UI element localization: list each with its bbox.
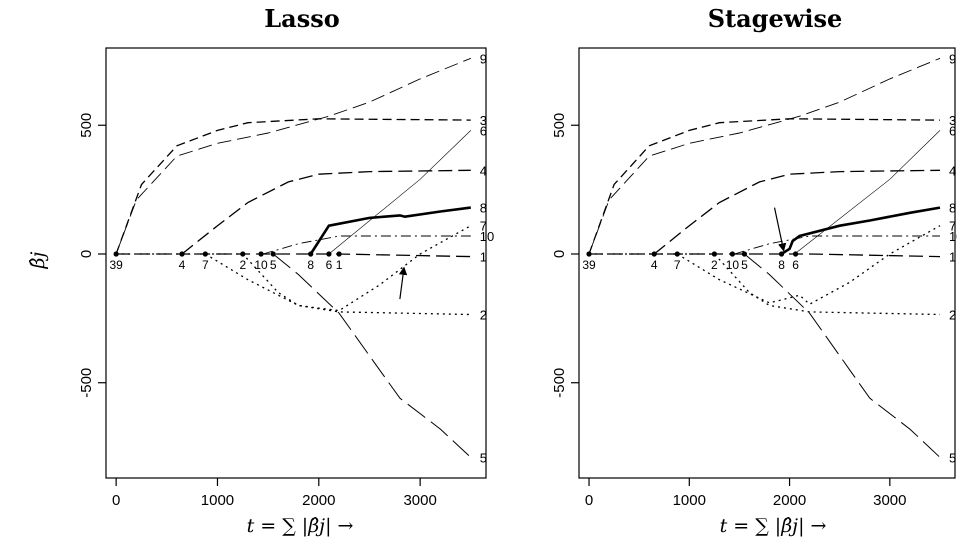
annotation-arrow <box>398 266 408 300</box>
entry-point-marker <box>741 251 748 257</box>
y-tick-label: 500 <box>78 113 95 138</box>
entry-point-marker <box>113 251 119 257</box>
entry-point-label: 10 <box>254 258 268 272</box>
x-tick-label: 2000 <box>773 492 806 509</box>
entry-point-marker <box>258 251 264 257</box>
x-tick-label: 3000 <box>403 492 436 509</box>
entry-point-label: 8 <box>778 258 785 272</box>
entry-point-label: 7 <box>674 258 681 272</box>
entry-point-marker <box>586 251 592 257</box>
y-tick-label: 0 <box>551 250 568 258</box>
series-end-label: 10 <box>480 229 494 244</box>
x-tick-label: 1000 <box>201 492 234 509</box>
series-line <box>653 169 941 255</box>
entry-point-marker <box>326 251 332 257</box>
entry-point-marker <box>778 251 785 257</box>
series-end-label: 2 <box>949 307 956 322</box>
series-end-label: 8 <box>949 201 956 216</box>
stagewise-title: Stagewise <box>708 4 843 33</box>
series-line <box>744 253 941 458</box>
series-end-label: 7 <box>480 219 487 234</box>
x-tick-label: 0 <box>112 492 120 509</box>
lasso-panel: Lasso β̂j t = ∑ |β̂j| → 0 1000 2000 3000 -50… <box>27 4 494 537</box>
series-end-label: 3 <box>480 113 487 128</box>
y-tick-label: 0 <box>78 250 95 258</box>
series-line <box>116 253 471 258</box>
x-tick-label: 1000 <box>673 492 706 509</box>
x-tick-label: 3000 <box>873 492 906 509</box>
entry-point-marker <box>336 251 342 257</box>
y-tick-label: -500 <box>78 368 95 398</box>
y-tick-label: -500 <box>551 368 568 398</box>
series-end-label: 8 <box>480 201 487 216</box>
lasso-title: Lasso <box>264 4 339 33</box>
series-line <box>262 235 471 255</box>
entry-point-marker <box>308 251 314 257</box>
series-line <box>780 206 941 256</box>
stagewise-panel: Stagewise t = ∑ |β̂j| → 0 1000 2000 3000 -50… <box>551 4 957 537</box>
series-line <box>309 206 471 255</box>
entry-point-marker <box>674 251 680 257</box>
series-end-label: 9 <box>949 51 956 66</box>
series-end-label: 7 <box>949 219 956 234</box>
series-end-label: 3 <box>949 113 956 128</box>
entry-point-label: 10 <box>726 258 740 272</box>
series-end-label: 5 <box>480 450 487 465</box>
entry-point-label: 39 <box>109 258 123 272</box>
series-line <box>272 253 472 458</box>
entry-point-marker <box>792 251 799 257</box>
series-end-label: 9 <box>480 51 487 66</box>
entry-point-label: 2 <box>711 258 718 272</box>
stagewise-x-axis-label: t = ∑ |β̂j| → <box>720 515 827 537</box>
series-end-label: 1 <box>480 250 487 265</box>
entry-point-label: 1 <box>336 258 343 272</box>
x-tick-label: 0 <box>585 492 593 509</box>
series-line <box>115 57 471 255</box>
x-tick-label: 2000 <box>302 492 335 509</box>
series-line <box>794 130 941 255</box>
series-end-label: 5 <box>949 450 956 465</box>
series-line <box>328 130 472 255</box>
entry-point-marker <box>651 251 657 257</box>
entry-point-label: 39 <box>582 258 596 272</box>
series-line <box>588 118 941 255</box>
series-line <box>115 118 471 255</box>
entry-point-label: 6 <box>792 258 799 272</box>
entry-point-label: 8 <box>307 258 314 272</box>
entry-point-label: 4 <box>651 258 658 272</box>
series-line <box>589 253 941 316</box>
entry-point-label: 6 <box>326 258 333 272</box>
series-end-label: 10 <box>949 229 957 244</box>
series-line <box>734 235 940 255</box>
entry-point-marker <box>711 251 717 257</box>
plot-frame <box>105 47 487 479</box>
entry-point-label: 7 <box>202 258 209 272</box>
y-axis-label: β̂j <box>27 251 49 269</box>
series-end-label: 6 <box>949 123 956 138</box>
series-line <box>181 169 471 255</box>
annotation-arrow <box>773 207 787 252</box>
y-tick-label: 500 <box>551 113 568 138</box>
entry-point-label: 2 <box>239 258 246 272</box>
lasso-x-axis-label: t = ∑ |β̂j| → <box>247 515 354 537</box>
entry-point-label: 5 <box>741 258 748 272</box>
series-end-label: 4 <box>949 163 956 178</box>
series-end-label: 4 <box>480 163 487 178</box>
entry-point-label: 5 <box>270 258 277 272</box>
entry-point-marker <box>729 251 736 257</box>
entry-point-marker <box>270 251 276 257</box>
series-line <box>676 225 941 305</box>
entry-point-marker <box>240 251 246 257</box>
entry-point-marker <box>202 251 208 257</box>
entry-point-label: 4 <box>179 258 186 272</box>
plot-frame <box>578 47 956 479</box>
series-end-label: 1 <box>949 250 956 265</box>
series-end-label: 6 <box>480 123 487 138</box>
series-line <box>588 57 941 255</box>
entry-point-marker <box>179 251 185 257</box>
series-line <box>116 253 471 316</box>
series-end-label: 2 <box>480 307 487 322</box>
